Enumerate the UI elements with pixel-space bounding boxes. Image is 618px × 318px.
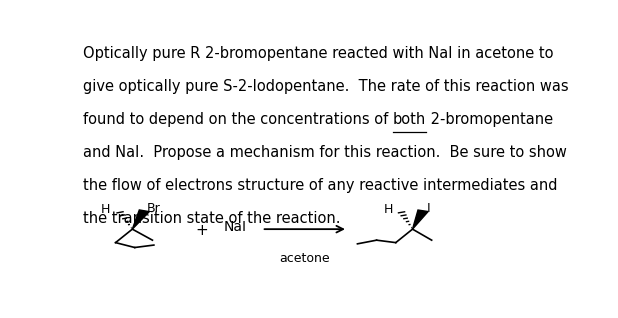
Text: the transition state of the reaction.: the transition state of the reaction. (83, 211, 341, 226)
Text: 2-bromopentane: 2-bromopentane (426, 112, 553, 127)
Text: H: H (101, 203, 110, 216)
Text: NaI: NaI (223, 220, 247, 234)
Text: Optically pure R 2-bromopentane reacted with NaI in acetone to: Optically pure R 2-bromopentane reacted … (83, 45, 554, 60)
Text: H: H (384, 203, 393, 216)
Text: +: + (195, 223, 208, 238)
Polygon shape (413, 210, 428, 229)
Text: and NaI.  Propose a mechanism for this reaction.  Be sure to show: and NaI. Propose a mechanism for this re… (83, 145, 567, 160)
Text: give optically pure S-2-Iodopentane.  The rate of this reaction was: give optically pure S-2-Iodopentane. The… (83, 79, 569, 93)
Polygon shape (132, 210, 150, 229)
Text: Br: Br (147, 202, 161, 215)
Text: acetone: acetone (279, 252, 330, 265)
Text: the flow of electrons structure of any reactive intermediates and: the flow of electrons structure of any r… (83, 178, 557, 193)
Text: I: I (426, 202, 430, 215)
Text: found to depend on the concentrations of: found to depend on the concentrations of (83, 112, 393, 127)
Text: both: both (393, 112, 426, 127)
